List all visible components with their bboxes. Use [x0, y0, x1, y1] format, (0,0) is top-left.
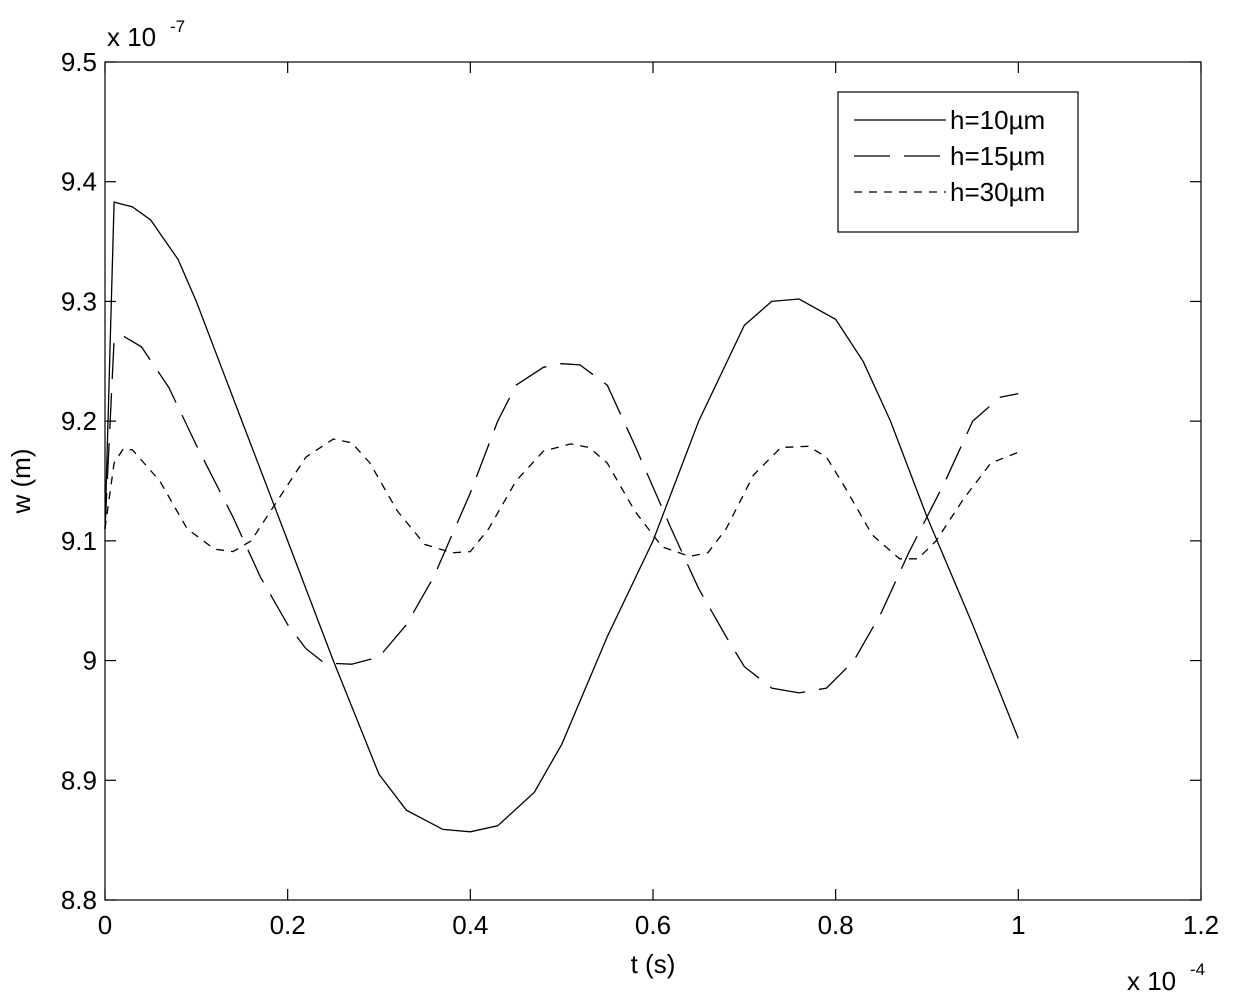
series-lines: [104, 201, 1019, 833]
series-line: [104, 335, 1019, 694]
x-tick-label: 0.2: [270, 910, 306, 940]
y-tick-label: 9.5: [61, 47, 97, 77]
x-multiplier: x 10 -4: [1127, 960, 1205, 996]
legend-label: h=10µm: [950, 105, 1045, 135]
x-tick-labels: 0 0.2 0.4 0.6 0.8 1 1.2: [98, 910, 1219, 940]
x-tick-label: 0.8: [818, 910, 854, 940]
y-tick-label: 9: [83, 646, 97, 676]
svg-text:-7: -7: [170, 17, 185, 36]
x-tick-label: 0: [98, 910, 112, 940]
x-tick-label: 0.6: [635, 910, 671, 940]
series-line: [104, 438, 1019, 560]
y-tick-label: 9.1: [61, 526, 97, 556]
svg-text:-4: -4: [1190, 960, 1205, 979]
y-tick-labels: 8.8 8.9 9 9.1 9.2 9.3 9.4 9.5: [61, 47, 97, 915]
series-line: [104, 201, 1019, 833]
x-tick-label: 1: [1011, 910, 1025, 940]
y-multiplier: x 10 -7: [107, 17, 185, 52]
legend-label: h=30µm: [950, 177, 1045, 207]
y-tick-label: 9.2: [61, 406, 97, 436]
legend-label: h=15µm: [950, 141, 1045, 171]
x-axis-title: t (s): [631, 949, 676, 979]
svg-text:x 10: x 10: [107, 22, 156, 52]
y-tick-label: 8.8: [61, 885, 97, 915]
legend-box: [837, 91, 1079, 233]
axis-ticks: [104, 61, 1202, 901]
svg-text:x 10: x 10: [1127, 966, 1176, 996]
y-tick-label: 8.9: [61, 765, 97, 795]
y-axis-title: w (m): [6, 449, 36, 515]
x-tick-label: 1.2: [1183, 910, 1219, 940]
legend: h=10µm h=15µm h=30µm: [837, 91, 1079, 233]
y-tick-label: 9.3: [61, 286, 97, 316]
y-tick-label: 9.4: [61, 167, 97, 197]
x-tick-label: 0.4: [452, 910, 488, 940]
